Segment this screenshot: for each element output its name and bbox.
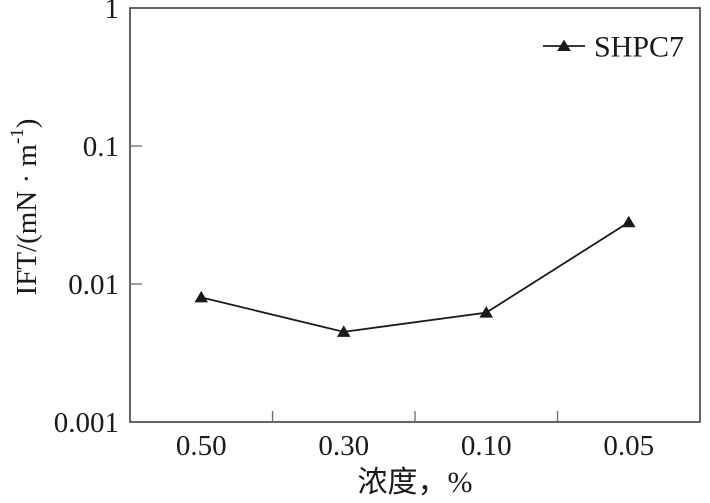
x-tick-label: 0.05	[603, 430, 654, 462]
data-point-marker-triangle-icon	[479, 306, 494, 318]
series-line	[201, 221, 630, 333]
data-point-marker-triangle-icon	[621, 215, 636, 228]
y-axis-title: IFT/(mN · m-1)	[7, 119, 43, 296]
x-axis-title: 浓度，%	[358, 466, 473, 499]
legend-label: SHPC7	[594, 31, 684, 64]
x-tick-label: 0.50	[176, 430, 227, 462]
data-point-marker-triangle-icon	[336, 325, 351, 337]
x-tick-label: 0.10	[461, 430, 512, 462]
y-tick-label: 1	[105, 0, 120, 25]
y-axis-title-exponent: -1	[7, 128, 28, 144]
legend: SHPC7	[543, 31, 684, 64]
y-axis-title-main: IFT/(mN · m	[11, 144, 43, 296]
y-tick-label: 0.001	[54, 407, 119, 439]
y-tick-label: 0.1	[83, 131, 119, 163]
x-tick-label: 0.30	[318, 430, 369, 462]
plot-frame	[129, 7, 701, 423]
legend-triangle-marker-icon	[557, 39, 571, 51]
y-axis-title-close: )	[11, 119, 43, 129]
data-point-marker-triangle-icon	[194, 290, 209, 303]
y-tick-label: 0.01	[68, 269, 119, 301]
